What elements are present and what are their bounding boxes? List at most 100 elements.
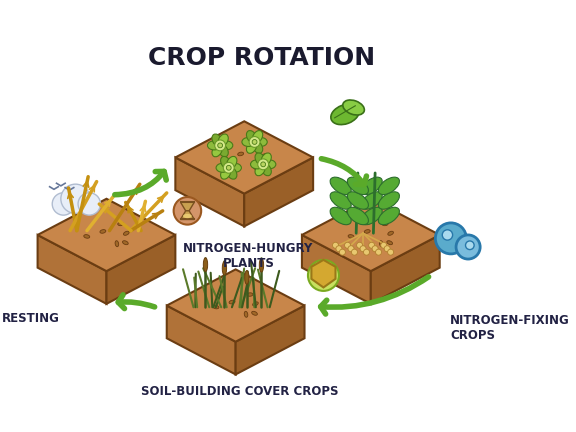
Circle shape bbox=[348, 246, 354, 252]
Polygon shape bbox=[302, 235, 371, 304]
Ellipse shape bbox=[245, 270, 249, 284]
Ellipse shape bbox=[218, 144, 228, 157]
Ellipse shape bbox=[382, 222, 388, 226]
Circle shape bbox=[456, 235, 480, 259]
Circle shape bbox=[384, 246, 390, 252]
Circle shape bbox=[332, 242, 339, 248]
Ellipse shape bbox=[222, 261, 226, 275]
Ellipse shape bbox=[347, 192, 369, 209]
Polygon shape bbox=[244, 157, 313, 226]
Ellipse shape bbox=[380, 241, 383, 247]
Ellipse shape bbox=[263, 160, 276, 169]
Text: CROP ROTATION: CROP ROTATION bbox=[148, 45, 375, 70]
Circle shape bbox=[215, 140, 226, 151]
Ellipse shape bbox=[378, 177, 399, 194]
Polygon shape bbox=[180, 202, 194, 211]
Ellipse shape bbox=[226, 156, 237, 169]
Circle shape bbox=[336, 246, 342, 252]
Polygon shape bbox=[175, 157, 244, 226]
Circle shape bbox=[218, 143, 222, 148]
Circle shape bbox=[376, 249, 381, 255]
Ellipse shape bbox=[221, 167, 231, 179]
Ellipse shape bbox=[118, 222, 124, 226]
Text: NITROGEN-HUNGRY
PLANTS: NITROGEN-HUNGRY PLANTS bbox=[183, 242, 314, 270]
Ellipse shape bbox=[222, 157, 228, 161]
Circle shape bbox=[344, 242, 351, 248]
Circle shape bbox=[360, 246, 366, 252]
Circle shape bbox=[173, 197, 201, 225]
Circle shape bbox=[442, 230, 453, 240]
Text: NITROGEN-FIXING
CROPS: NITROGEN-FIXING CROPS bbox=[450, 314, 570, 342]
Ellipse shape bbox=[343, 100, 365, 115]
Ellipse shape bbox=[213, 305, 219, 309]
Polygon shape bbox=[37, 235, 107, 304]
Ellipse shape bbox=[330, 192, 351, 209]
Ellipse shape bbox=[212, 134, 222, 146]
Circle shape bbox=[252, 140, 257, 144]
Circle shape bbox=[339, 249, 346, 255]
Circle shape bbox=[369, 242, 374, 248]
Ellipse shape bbox=[84, 235, 90, 238]
Circle shape bbox=[223, 162, 234, 173]
Circle shape bbox=[261, 162, 266, 167]
Ellipse shape bbox=[253, 163, 256, 169]
Ellipse shape bbox=[203, 258, 207, 272]
Ellipse shape bbox=[255, 163, 266, 176]
Ellipse shape bbox=[252, 130, 263, 143]
Text: SOIL-BUILDING COVER CROPS: SOIL-BUILDING COVER CROPS bbox=[141, 385, 339, 398]
Circle shape bbox=[52, 193, 75, 215]
Ellipse shape bbox=[261, 163, 271, 176]
Ellipse shape bbox=[252, 311, 257, 315]
Ellipse shape bbox=[123, 231, 129, 235]
Ellipse shape bbox=[259, 258, 264, 272]
Ellipse shape bbox=[255, 153, 266, 165]
Ellipse shape bbox=[262, 154, 267, 158]
Ellipse shape bbox=[378, 207, 399, 225]
Polygon shape bbox=[166, 305, 236, 375]
Ellipse shape bbox=[348, 235, 354, 238]
Ellipse shape bbox=[252, 141, 263, 153]
Ellipse shape bbox=[218, 134, 228, 146]
Circle shape bbox=[351, 249, 358, 255]
Polygon shape bbox=[236, 305, 305, 375]
Circle shape bbox=[372, 246, 378, 252]
Circle shape bbox=[388, 249, 393, 255]
Ellipse shape bbox=[260, 163, 266, 167]
Circle shape bbox=[78, 193, 100, 215]
Circle shape bbox=[61, 184, 90, 213]
Ellipse shape bbox=[228, 163, 241, 172]
Circle shape bbox=[363, 249, 370, 255]
Circle shape bbox=[465, 241, 474, 250]
Circle shape bbox=[357, 242, 363, 248]
Ellipse shape bbox=[207, 141, 221, 150]
Polygon shape bbox=[166, 270, 305, 342]
Ellipse shape bbox=[347, 207, 369, 225]
Ellipse shape bbox=[183, 214, 192, 218]
Ellipse shape bbox=[212, 144, 222, 157]
Ellipse shape bbox=[221, 156, 231, 169]
Polygon shape bbox=[180, 211, 194, 219]
Ellipse shape bbox=[247, 141, 257, 153]
Text: RESTING: RESTING bbox=[2, 312, 60, 325]
Ellipse shape bbox=[244, 311, 248, 317]
Polygon shape bbox=[302, 199, 439, 271]
Ellipse shape bbox=[330, 207, 351, 225]
Circle shape bbox=[308, 260, 339, 291]
Ellipse shape bbox=[115, 241, 119, 247]
Ellipse shape bbox=[238, 152, 244, 156]
Ellipse shape bbox=[361, 177, 382, 194]
Ellipse shape bbox=[253, 302, 258, 306]
Polygon shape bbox=[107, 235, 175, 304]
Ellipse shape bbox=[100, 230, 106, 233]
Ellipse shape bbox=[242, 137, 255, 146]
Ellipse shape bbox=[226, 167, 237, 179]
Ellipse shape bbox=[254, 137, 267, 146]
Ellipse shape bbox=[388, 231, 393, 235]
Ellipse shape bbox=[216, 163, 229, 172]
Circle shape bbox=[257, 159, 268, 170]
Ellipse shape bbox=[387, 241, 393, 245]
Ellipse shape bbox=[331, 104, 359, 124]
Circle shape bbox=[226, 165, 231, 170]
Ellipse shape bbox=[247, 130, 257, 143]
Ellipse shape bbox=[364, 230, 370, 233]
